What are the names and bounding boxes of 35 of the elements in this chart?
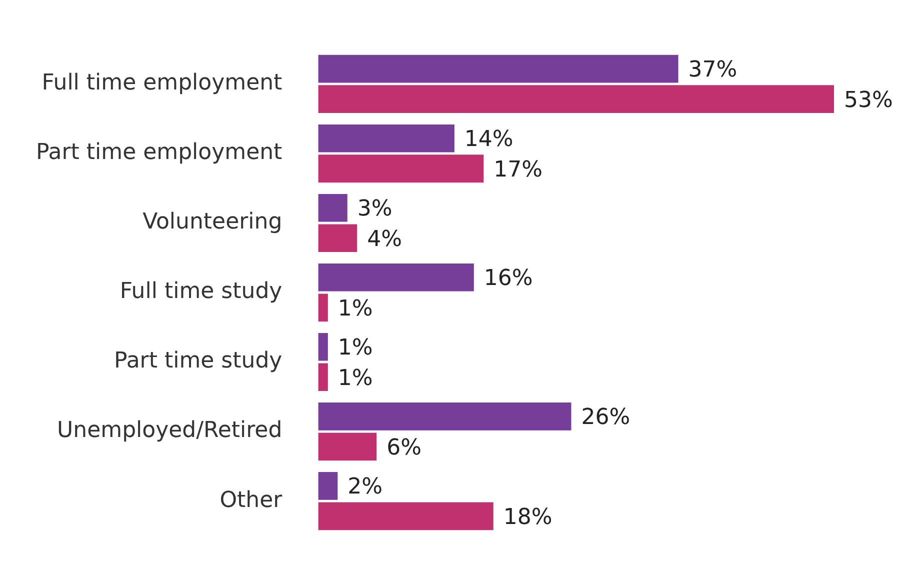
data-label: 1%: [338, 366, 373, 391]
bar: [318, 194, 348, 222]
bar: [318, 363, 328, 392]
bar: [318, 124, 454, 152]
bar: [318, 224, 358, 252]
y-tick-label: Part time study: [114, 348, 282, 374]
bar: [318, 263, 474, 292]
bar: [318, 85, 834, 113]
y-tick-label: Full time employment: [42, 70, 283, 96]
data-label: 17%: [494, 157, 543, 182]
data-label: 3%: [357, 196, 392, 222]
y-tick-label: Part time employment: [36, 140, 283, 166]
data-label: 37%: [688, 58, 738, 83]
data-label: 53%: [844, 88, 893, 113]
y-tick-label: Other: [220, 488, 284, 513]
data-label: 2%: [348, 474, 383, 500]
y-tick-label: Full time study: [120, 279, 282, 304]
y-tick-label: Volunteering: [142, 210, 282, 235]
data-label: 1%: [338, 336, 373, 361]
data-label: 6%: [386, 435, 422, 460]
data-label: 26%: [581, 405, 630, 430]
bar: [318, 294, 328, 322]
data-label: 16%: [484, 266, 533, 292]
bar: [318, 332, 328, 361]
bar: [318, 432, 377, 461]
bar: [318, 502, 494, 530]
bar: [318, 154, 484, 182]
data-label: 4%: [367, 226, 402, 252]
data-label: 18%: [503, 504, 552, 530]
data-label: 1%: [338, 296, 373, 322]
data-label: 14%: [464, 127, 514, 152]
bar: [318, 472, 338, 500]
bar: [318, 54, 678, 83]
bar: [318, 402, 572, 430]
y-tick-label: Unemployed/Retired: [57, 418, 282, 444]
